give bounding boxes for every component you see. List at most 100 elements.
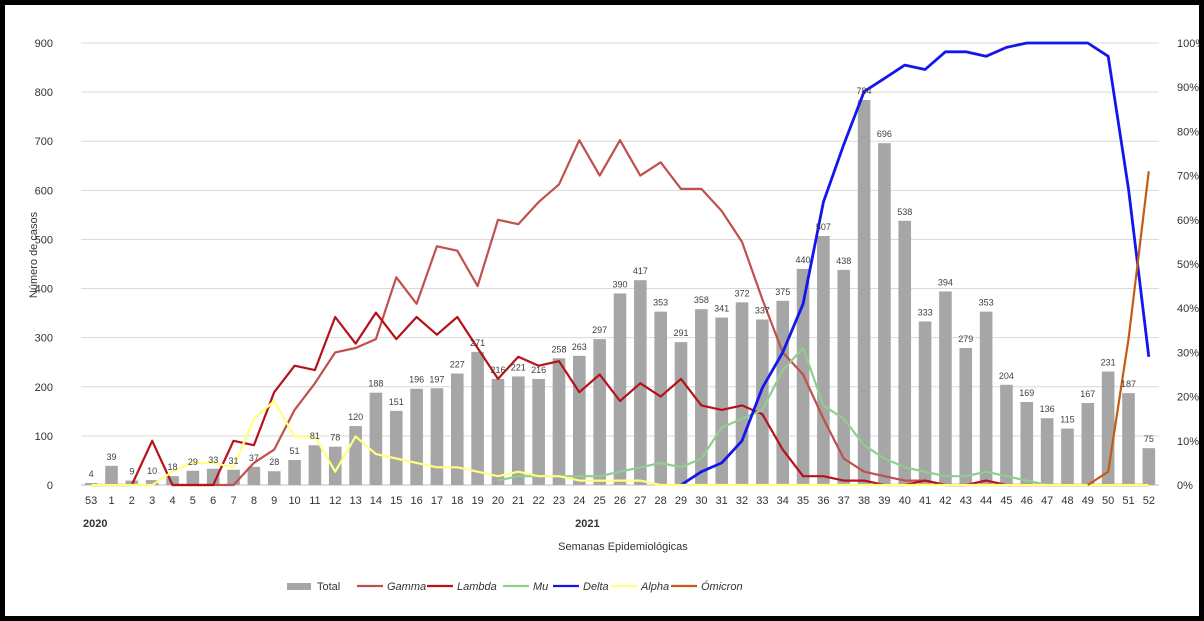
x-tick-label: 26: [614, 495, 626, 507]
x-tick-label: 15: [390, 495, 402, 507]
y-tick-label: 300: [35, 333, 53, 345]
bar-total: [206, 468, 220, 485]
bar-total: [288, 459, 301, 485]
year-labels: 2020 2021: [83, 518, 600, 530]
x-tick-label: 33: [756, 495, 768, 507]
bar-value-label: 78: [330, 433, 340, 443]
line-alpha: [91, 399, 1149, 487]
y2-tick-label: 40%: [1177, 303, 1199, 315]
bar-value-label: 231: [1101, 358, 1116, 368]
x-tick-label: 39: [878, 495, 890, 507]
bar-total: [817, 236, 830, 485]
bar-total: [227, 469, 240, 485]
bar-value-label: 227: [450, 360, 465, 370]
x-tick-label: 24: [573, 495, 585, 507]
x-tick-label: 53: [85, 495, 97, 507]
bar-value-label: 18: [168, 462, 178, 472]
bar-value-label: 291: [674, 328, 689, 338]
x-tick-label: 47: [1041, 495, 1053, 507]
x-tick-label: 2: [129, 495, 135, 507]
x-axis-ticks: 53 1 2 3 4 5 6 7 8 9 10 11 12 13 14 15 16 17 18 19 20 21 22 23 2…: [85, 495, 1155, 507]
x-tick-label: 7: [230, 495, 236, 507]
y-tick-label: 100: [35, 431, 53, 443]
x-tick-label: 28: [655, 495, 667, 507]
bar-value-label: 31: [229, 456, 239, 466]
x-tick-label: 44: [980, 495, 992, 507]
x-tick-label: 21: [512, 495, 524, 507]
bar-value-label: 51: [290, 446, 300, 456]
x-tick-label: 49: [1082, 495, 1094, 507]
x-tick-label: 11: [309, 495, 320, 507]
x-tick-label: 31: [716, 495, 728, 507]
bar-value-label: 341: [714, 304, 729, 314]
bar-value-label: 394: [938, 278, 953, 288]
x-tick-label: 18: [451, 495, 463, 507]
gridlines: [81, 42, 1159, 486]
bar-value-label: 696: [877, 129, 892, 139]
legend-label-omicron: Ómicron: [701, 580, 743, 593]
bar-total: [1122, 393, 1135, 485]
bar-total: [573, 355, 586, 485]
year-label: 2021: [575, 518, 599, 530]
bar-total: [613, 293, 627, 485]
bar-total: [979, 311, 993, 485]
y2-tick-label: 30%: [1177, 347, 1199, 359]
bar-total: [349, 426, 362, 485]
bar-total: [328, 446, 342, 485]
bar-value-label: 10: [147, 466, 157, 476]
x-tick-label: 25: [594, 495, 606, 507]
bar-total: [857, 99, 871, 486]
bar-total: [430, 388, 444, 485]
y-tick-label: 200: [35, 382, 53, 394]
legend-label-mu: Mu: [533, 581, 548, 593]
x-tick-label: 20: [492, 495, 504, 507]
bar-value-label: 4: [89, 469, 94, 479]
bar-value-label: 136: [1040, 404, 1055, 414]
bar-value-label: 151: [389, 397, 404, 407]
x-tick-label: 1: [108, 495, 114, 507]
line-omicron: [1087, 171, 1150, 486]
x-tick-label: 30: [695, 495, 707, 507]
bar-total: [166, 476, 179, 485]
x-axis-title: Semanas Epidemiológicas: [558, 541, 688, 553]
bar-value-label: 271: [470, 338, 485, 348]
bar-total: [1061, 428, 1074, 485]
bar-total: [695, 309, 708, 485]
bar-value-label: 390: [612, 279, 627, 289]
y-tick-label: 700: [35, 136, 53, 148]
bar-total: [105, 465, 118, 485]
legend-swatch-total: [287, 583, 311, 590]
x-tick-label: 4: [169, 495, 175, 507]
bar-total: [532, 378, 545, 485]
y-tick-label: 800: [35, 87, 53, 99]
bar-value-label: 337: [755, 305, 770, 315]
legend-label-alpha: Alpha: [640, 581, 669, 593]
x-tick-label: 5: [190, 495, 196, 507]
bar-total: [715, 317, 729, 485]
bar-total: [1142, 448, 1156, 485]
bar-total: [308, 445, 322, 485]
bar-value-label: 33: [208, 455, 218, 465]
x-tick-label: 51: [1122, 495, 1134, 507]
bar-total: [471, 351, 484, 485]
legend-label-lambda: Lambda: [457, 581, 497, 593]
bar-total: [1000, 384, 1013, 485]
x-tick-label: 50: [1102, 495, 1114, 507]
x-tick-label: 34: [777, 495, 789, 507]
x-tick-label: 48: [1061, 495, 1073, 507]
x-tick-label: 32: [736, 495, 748, 507]
bar-total: [552, 358, 566, 485]
bar-value-label: 297: [592, 325, 607, 335]
bar-value-label: 196: [409, 375, 424, 385]
bar-value-label: 197: [429, 374, 444, 384]
x-tick-label: 35: [797, 495, 809, 507]
bar-value-label: 375: [775, 287, 790, 297]
y2-tick-label: 10%: [1177, 436, 1199, 448]
bar-value-label: 784: [857, 86, 872, 96]
x-tick-label: 16: [410, 495, 422, 507]
y-tick-label: 600: [35, 185, 53, 197]
legend-label-delta: Delta: [583, 581, 609, 593]
bar-value-label: 187: [1121, 379, 1136, 389]
x-tick-label: 22: [533, 495, 545, 507]
